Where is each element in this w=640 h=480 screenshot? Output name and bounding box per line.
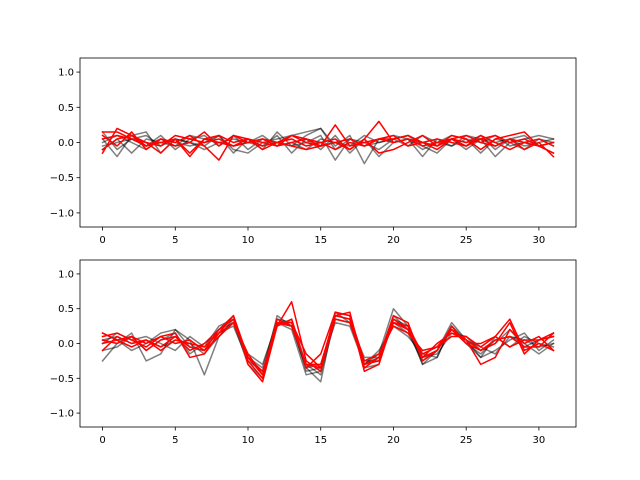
x-tick-label: 25	[460, 235, 473, 246]
x-tick-label: 0	[99, 435, 105, 446]
red-series-line-5	[101, 131, 555, 158]
red-series-line-8	[101, 311, 555, 373]
y-tick-label: 0.5	[58, 103, 74, 114]
x-tick-label: 20	[387, 435, 400, 446]
y-tick-label: 0.5	[58, 304, 74, 315]
y-tick-label: −1.0	[50, 208, 74, 219]
y-tick-label: −0.5	[50, 173, 74, 184]
gray-series-line-0	[101, 127, 555, 165]
y-tick-label: −0.5	[50, 374, 74, 385]
y-tick-label: 0.0	[58, 138, 74, 149]
y-tick-label: 1.0	[58, 269, 74, 280]
red-series-line-8	[101, 124, 555, 155]
y-tick-label: 0.0	[58, 339, 74, 350]
y-tick-label: 1.0	[58, 68, 74, 79]
x-tick-label: 0	[99, 235, 105, 246]
red-series-line-9	[101, 134, 555, 154]
x-tick-label: 10	[242, 235, 255, 246]
series-group	[101, 120, 555, 165]
x-tick-label: 30	[533, 235, 546, 246]
x-tick-label: 5	[172, 235, 178, 246]
x-tick-label: 15	[314, 435, 327, 446]
x-tick-label: 25	[460, 435, 473, 446]
x-tick-label: 10	[242, 435, 255, 446]
x-tick-label: 15	[314, 235, 327, 246]
x-tick-label: 30	[533, 435, 546, 446]
bottom-subplot: 0 5 10 15 20 25 30 −1.0 −0.5 0.0 0.5 1.0	[50, 259, 577, 446]
x-tick-label: 5	[172, 435, 178, 446]
x-tick-label: 20	[387, 235, 400, 246]
top-subplot: 0 5 10 15 20 25 30 −1.0 −0.5 0.0 0.5 1.0	[50, 57, 577, 246]
y-tick-label: −1.0	[50, 409, 74, 420]
series-group	[101, 301, 555, 383]
red-series-line-9	[101, 318, 555, 376]
gray-series-line-4	[101, 134, 555, 158]
